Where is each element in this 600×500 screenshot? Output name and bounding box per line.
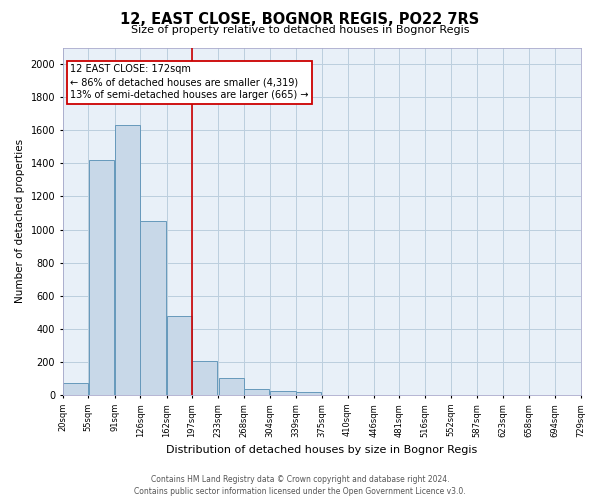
Bar (244, 390, 269, 395)
Text: Contains HM Land Registry data © Crown copyright and database right 2024.
Contai: Contains HM Land Registry data © Crown c… (134, 475, 466, 496)
X-axis label: Distribution of detached houses by size in Bognor Regis: Distribution of detached houses by size … (166, 445, 477, 455)
Bar (192, 361, 217, 395)
Text: 12 EAST CLOSE: 172sqm
← 86% of detached houses are smaller (4,319)
13% of semi-d: 12 EAST CLOSE: 172sqm ← 86% of detached … (70, 64, 308, 100)
Bar (296, 392, 321, 395)
Text: Size of property relative to detached houses in Bognor Regis: Size of property relative to detached ho… (131, 25, 469, 35)
Bar (218, 378, 244, 395)
Bar (271, 391, 296, 395)
Bar (115, 126, 140, 395)
Y-axis label: Number of detached properties: Number of detached properties (15, 140, 25, 304)
Bar (167, 316, 192, 395)
Text: 12, EAST CLOSE, BOGNOR REGIS, PO22 7RS: 12, EAST CLOSE, BOGNOR REGIS, PO22 7RS (121, 12, 479, 28)
Bar (140, 222, 166, 395)
Bar (89, 160, 114, 395)
Bar (63, 382, 88, 395)
